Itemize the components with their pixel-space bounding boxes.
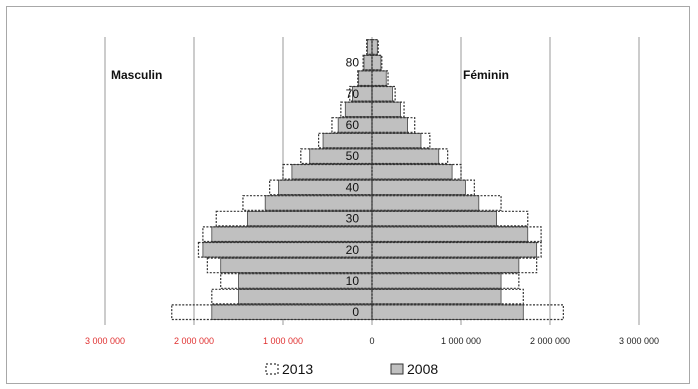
- bar-2013-female: [371, 70, 389, 87]
- bar-2008-female: [371, 132, 422, 149]
- bar-2013-female: [371, 241, 542, 258]
- bar-2008-female: [371, 164, 453, 180]
- bar-2008-male: [220, 257, 373, 274]
- bar-2013-female: [371, 148, 449, 165]
- chart-frame: 3 000 000 2 000 000 1 000 000 0 1 000 000 2 0…: [6, 6, 690, 384]
- labels-layer: 3 000 000 2 000 000 1 000 000 0 1 000 000 2 0…: [85, 56, 659, 346]
- bar-2008-male: [344, 101, 373, 118]
- bar-2013-female: [371, 101, 405, 118]
- bar-2013-male: [362, 54, 373, 71]
- bar-2008-male: [309, 148, 373, 164]
- bar-2013-female: [371, 163, 462, 180]
- bar-2013-female: [371, 226, 542, 243]
- x-tick-label: 1 000 000: [441, 336, 481, 346]
- legend-swatch-2008: [390, 363, 404, 375]
- bar-2013-female: [371, 132, 431, 149]
- population-pyramid-chart: 3 000 000 2 000 000 1 000 000 0 1 000 000 2 0…: [85, 37, 659, 377]
- bar-2013-male: [269, 179, 373, 196]
- bar-2013-female: [371, 54, 383, 71]
- bar-2008-female: [371, 117, 408, 133]
- bar-2008-male: [211, 226, 373, 242]
- bar-2008-male: [238, 288, 373, 305]
- bar-2008-male: [358, 70, 373, 86]
- bar-2013-male: [171, 304, 373, 321]
- bar-2013-female: [371, 179, 475, 196]
- bar-2013-female: [371, 210, 529, 227]
- bar-2013-female: [371, 117, 416, 133]
- side-label-left: Masculin: [111, 68, 162, 82]
- bar-2008-male: [363, 54, 373, 71]
- bar-2008-male: [291, 164, 373, 180]
- bar-2013-female: [371, 195, 502, 211]
- x-tick-label: 0: [369, 336, 374, 346]
- bar-2013-male: [331, 117, 373, 133]
- bar-2008-female: [371, 288, 502, 305]
- age-tick-label: 80: [346, 56, 360, 70]
- x-tick-label: 2 000 000: [174, 336, 214, 346]
- x-tick-label: 3 000 000: [619, 336, 659, 346]
- bar-2008-male: [264, 195, 373, 211]
- bar-2013-female: [371, 257, 538, 274]
- bar-2013-female: [371, 273, 520, 289]
- bar-2013-female: [371, 85, 396, 102]
- bar-2008-female: [371, 179, 466, 196]
- bar-2008-female: [371, 54, 382, 71]
- bar-2013-male: [202, 226, 373, 243]
- bars-layer: [171, 39, 564, 321]
- legend-label-2008: 2008: [407, 361, 438, 377]
- age-tick-label: 30: [346, 212, 360, 226]
- age-tick-label: 10: [346, 274, 360, 288]
- bar-2013-male: [366, 39, 373, 55]
- bar-2008-female: [371, 273, 502, 289]
- bar-2008-female: [371, 242, 538, 258]
- x-tick-label: 1 000 000: [263, 336, 303, 346]
- bar-2008-female: [371, 70, 387, 86]
- bar-2008-female: [371, 148, 440, 164]
- bar-2008-female: [371, 210, 497, 227]
- bar-2008-female: [371, 39, 378, 55]
- bar-2013-male: [242, 195, 373, 211]
- bar-2008-male: [367, 39, 373, 55]
- bar-2013-male: [340, 101, 373, 118]
- age-tick-label: 60: [346, 118, 360, 132]
- age-tick-label: 50: [346, 149, 360, 163]
- bar-2013-male: [215, 210, 373, 227]
- legend-swatch-2013: [265, 363, 279, 375]
- bar-2008-male: [211, 304, 373, 320]
- legend: 2013 2008: [265, 361, 438, 377]
- bar-2013-female: [371, 288, 524, 305]
- bar-2013-male: [197, 241, 373, 258]
- bar-2008-female: [371, 257, 520, 274]
- legend-label-2013: 2013: [282, 361, 313, 377]
- bar-2008-female: [371, 226, 529, 242]
- age-tick-label: 70: [346, 87, 360, 101]
- bar-2008-female: [371, 304, 524, 320]
- age-tick-label: 0: [352, 305, 359, 319]
- bar-2008-male: [322, 132, 373, 149]
- x-tick-label: 2 000 000: [530, 336, 570, 346]
- side-label-right: Féminin: [463, 68, 509, 82]
- bar-2008-female: [371, 195, 480, 211]
- bar-2008-female: [371, 86, 393, 102]
- age-tick-label: 40: [346, 180, 360, 194]
- age-tick-label: 20: [346, 243, 360, 257]
- x-tick-label: 3 000 000: [85, 336, 125, 346]
- bar-2008-female: [371, 101, 401, 118]
- bar-2013-female: [371, 304, 564, 321]
